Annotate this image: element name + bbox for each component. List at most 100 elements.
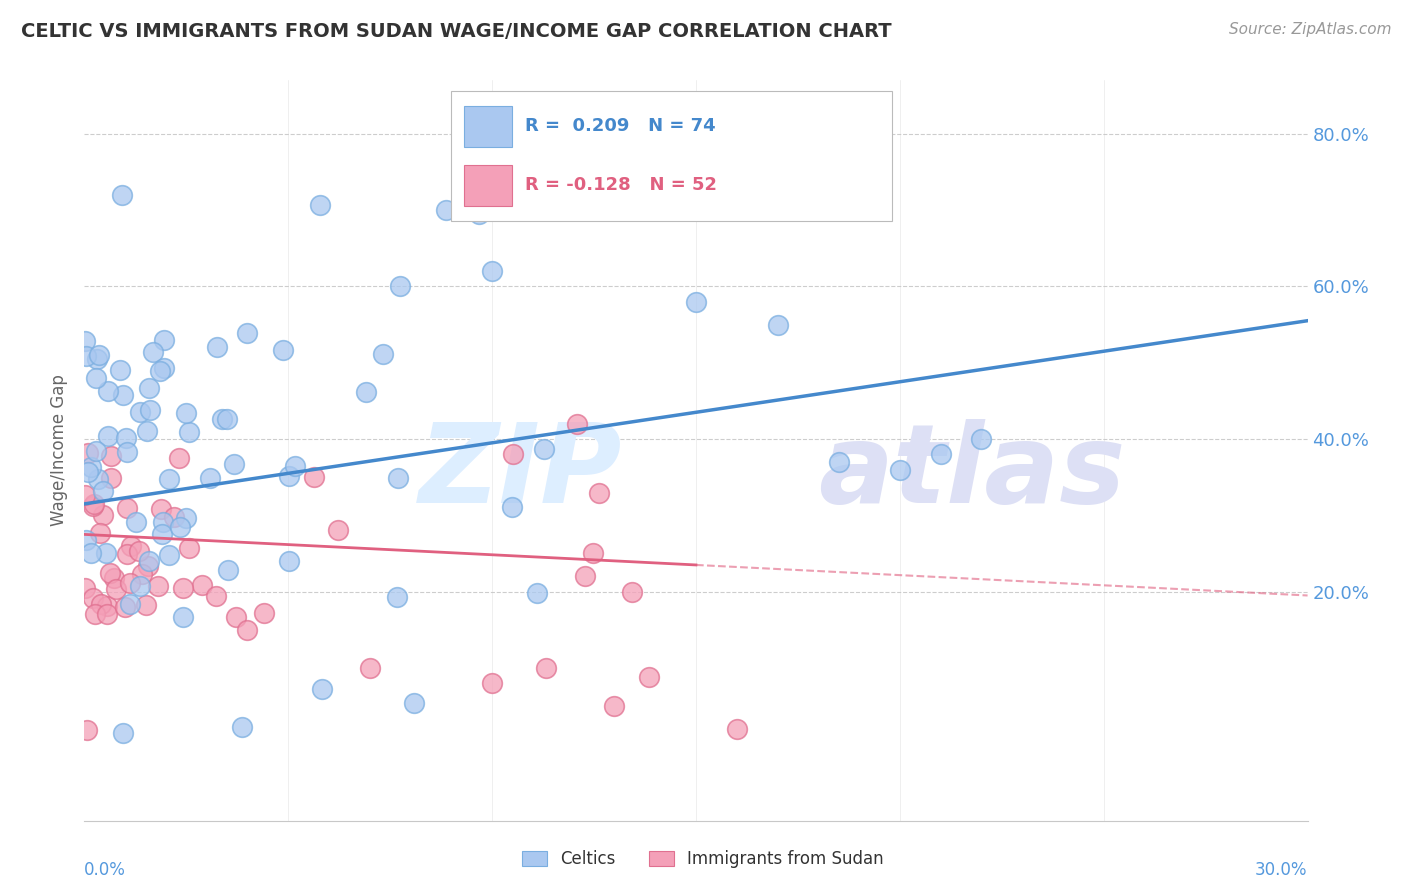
Point	[326, 523, 349, 537]
Point	[76, 723, 98, 738]
Point	[153, 333, 176, 347]
Point	[387, 590, 409, 604]
Point	[94, 546, 117, 560]
Point	[152, 515, 174, 529]
Point	[253, 606, 276, 620]
Point	[105, 582, 128, 597]
Point	[124, 516, 146, 530]
Point	[526, 586, 548, 600]
Point	[574, 569, 596, 583]
Point	[138, 402, 160, 417]
FancyBboxPatch shape	[464, 165, 513, 206]
Point	[111, 388, 134, 402]
Point	[86, 351, 108, 366]
Point	[100, 449, 122, 463]
Point	[387, 471, 409, 485]
Point	[149, 501, 172, 516]
Point	[91, 484, 114, 499]
Point	[75, 349, 97, 363]
Point	[108, 362, 131, 376]
Point	[468, 207, 491, 221]
Point	[311, 681, 333, 696]
Point	[149, 364, 172, 378]
FancyBboxPatch shape	[464, 106, 513, 147]
Point	[86, 443, 108, 458]
Text: 30.0%: 30.0%	[1256, 862, 1308, 880]
Point	[73, 334, 96, 349]
Point	[157, 548, 180, 562]
Point	[114, 431, 136, 445]
Point	[198, 470, 221, 484]
Point	[83, 497, 105, 511]
Point	[115, 547, 138, 561]
Text: R =  0.209   N = 74: R = 0.209 N = 74	[524, 117, 716, 136]
Point	[111, 725, 134, 739]
Point	[308, 198, 330, 212]
Point	[76, 446, 98, 460]
Point	[205, 340, 228, 354]
Point	[204, 589, 226, 603]
Point	[271, 343, 294, 358]
Point	[174, 406, 197, 420]
Point	[75, 533, 97, 547]
Point	[533, 442, 555, 456]
Point	[172, 581, 194, 595]
Point	[76, 466, 98, 480]
Point	[224, 457, 246, 471]
Point	[148, 578, 170, 592]
Point	[828, 455, 851, 469]
Point	[157, 472, 180, 486]
Point	[283, 459, 305, 474]
Point	[150, 527, 173, 541]
Point	[128, 405, 150, 419]
Point	[111, 188, 134, 202]
Point	[359, 661, 381, 675]
Point	[277, 469, 299, 483]
Point	[177, 425, 200, 440]
Point	[929, 447, 952, 461]
Point	[536, 661, 558, 675]
Point	[80, 460, 103, 475]
Point	[82, 591, 104, 605]
Point	[135, 598, 157, 612]
Point	[277, 554, 299, 568]
Point	[766, 318, 789, 332]
Point	[115, 445, 138, 459]
Point	[100, 471, 122, 485]
Point	[84, 607, 107, 622]
Point	[117, 501, 139, 516]
Point	[103, 571, 125, 585]
Point	[97, 384, 120, 398]
Point	[685, 294, 707, 309]
Point	[236, 623, 259, 637]
Point	[167, 451, 190, 466]
Point	[225, 610, 247, 624]
Y-axis label: Wage/Income Gap: Wage/Income Gap	[51, 375, 69, 526]
Point	[89, 348, 111, 362]
Point	[118, 597, 141, 611]
Point	[142, 344, 165, 359]
Point	[620, 584, 643, 599]
FancyBboxPatch shape	[451, 91, 891, 221]
Point	[725, 722, 748, 736]
Text: atlas: atlas	[818, 419, 1126, 526]
Point	[217, 412, 239, 426]
Point	[567, 417, 589, 431]
Point	[231, 720, 253, 734]
Point	[120, 539, 142, 553]
Text: Source: ZipAtlas.com: Source: ZipAtlas.com	[1229, 22, 1392, 37]
Point	[128, 579, 150, 593]
Point	[138, 381, 160, 395]
Point	[970, 432, 993, 446]
Point	[138, 554, 160, 568]
Point	[89, 526, 111, 541]
Point	[481, 264, 503, 278]
Point	[96, 607, 118, 622]
Point	[163, 510, 186, 524]
Point	[90, 597, 112, 611]
Point	[75, 488, 97, 502]
Point	[434, 202, 457, 217]
Point	[138, 559, 160, 574]
Point	[153, 361, 176, 376]
Point	[128, 544, 150, 558]
